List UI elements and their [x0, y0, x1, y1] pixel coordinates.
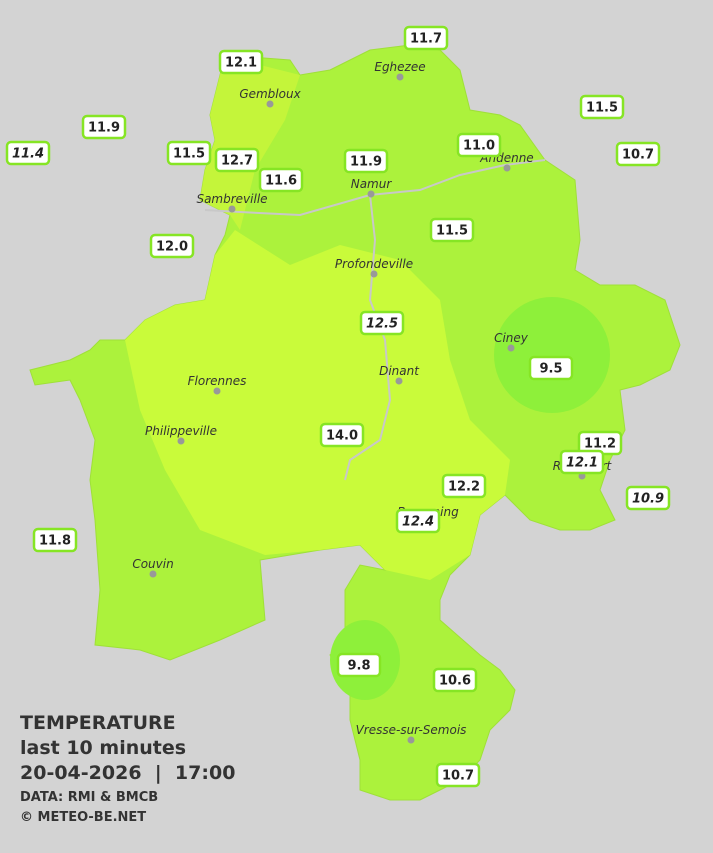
river	[204, 159, 546, 217]
warm-zone	[125, 230, 510, 580]
city-dot	[266, 100, 274, 108]
station-value: 10.7	[442, 769, 474, 784]
station-value: 12.4	[402, 515, 434, 530]
subtitle: last 10 minutes	[20, 737, 187, 759]
city-dot	[503, 164, 511, 172]
city-label: Philippeville	[145, 424, 217, 438]
station-box	[258, 167, 304, 193]
station-box	[432, 667, 478, 693]
city-dot	[407, 736, 415, 744]
warm-zone-north	[200, 55, 300, 230]
station-box	[218, 49, 264, 75]
city-label: Namur	[351, 177, 393, 191]
datetime: 20-04-2026 | 17:00	[20, 762, 236, 784]
station-box	[403, 25, 449, 51]
station-box	[625, 485, 671, 511]
city-label: Couvin	[132, 557, 173, 571]
station-box	[81, 114, 127, 140]
city-label: Gembloux	[239, 87, 301, 101]
city-dot	[370, 270, 378, 278]
station-value: 9.5	[539, 362, 562, 377]
station-value: 9.8	[347, 659, 370, 674]
city-dot	[396, 73, 404, 81]
station-box	[528, 355, 574, 381]
station-value: 12.5	[366, 317, 398, 332]
station-value: 11.2	[584, 437, 616, 452]
city-label: Ciney	[494, 331, 529, 345]
station-box	[343, 148, 389, 174]
station-box	[615, 141, 661, 167]
station-value: 11.6	[265, 174, 297, 189]
station-box	[214, 147, 260, 173]
station-value: 11.5	[173, 147, 205, 162]
source: DATA: RMI & BMCB	[20, 790, 159, 805]
copyright: © METEO-BE.NET	[20, 810, 147, 825]
station-box	[441, 473, 487, 499]
station-box	[319, 422, 365, 448]
title: TEMPERATURE	[20, 712, 176, 734]
station-value: 11.9	[350, 155, 382, 170]
station-value: 12.1	[225, 56, 257, 71]
station-box	[32, 527, 78, 553]
station-value: 11.7	[410, 32, 442, 47]
city-dot	[213, 387, 221, 395]
city-label: Florennes	[188, 374, 247, 388]
city-dot	[228, 205, 236, 213]
station-box	[166, 140, 212, 166]
station-box	[456, 132, 502, 158]
station-value: 14.0	[326, 429, 358, 444]
station-box	[5, 140, 51, 166]
station-value: 11.4	[12, 147, 44, 162]
station-value: 12.2	[448, 480, 480, 495]
city-label: Vresse-sur-Semois	[356, 723, 467, 737]
station-value: 10.7	[622, 148, 654, 163]
river	[344, 194, 392, 481]
city-label: Profondeville	[335, 257, 413, 271]
station-box	[579, 94, 625, 120]
station-value: 12.0	[156, 240, 188, 255]
station-value: 11.0	[463, 139, 495, 154]
station-value: 10.6	[439, 674, 471, 689]
station-box	[336, 652, 382, 678]
station-value: 10.9	[632, 492, 664, 507]
station-box	[395, 508, 441, 534]
city-dot	[395, 377, 403, 385]
station-value: 11.9	[88, 121, 120, 136]
station-value: 12.1	[566, 456, 598, 471]
city-label: Eghezee	[374, 60, 425, 74]
station-value: 11.5	[586, 101, 618, 116]
city-label: Sambreville	[196, 192, 267, 206]
station-value: 12.7	[221, 154, 253, 169]
city-dot	[177, 437, 185, 445]
station-value: 11.8	[39, 534, 71, 549]
station-box	[359, 310, 405, 336]
station-box	[429, 217, 475, 243]
city-dot	[367, 190, 375, 198]
station-value: 11.5	[436, 224, 468, 239]
city-dot	[507, 344, 515, 352]
station-box	[559, 449, 605, 475]
station-box	[149, 233, 195, 259]
cool-zone	[494, 297, 610, 413]
city-dot	[149, 570, 157, 578]
station-box	[435, 762, 481, 788]
city-label: Dinant	[379, 364, 420, 378]
